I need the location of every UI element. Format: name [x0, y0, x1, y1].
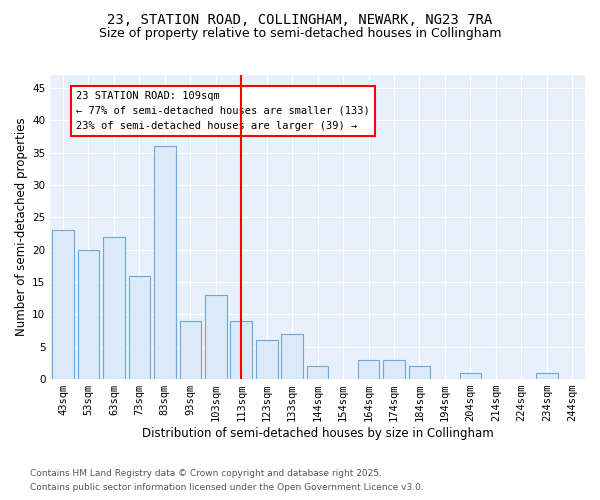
Bar	[383, 360, 405, 379]
Text: Contains public sector information licensed under the Open Government Licence v3: Contains public sector information licen…	[30, 484, 424, 492]
Bar	[409, 366, 430, 379]
Bar	[307, 366, 328, 379]
Bar	[230, 321, 252, 379]
Bar	[128, 276, 150, 379]
Bar	[281, 334, 303, 379]
Bar	[460, 372, 481, 379]
Bar	[179, 321, 201, 379]
X-axis label: Distribution of semi-detached houses by size in Collingham: Distribution of semi-detached houses by …	[142, 427, 494, 440]
Text: 23 STATION ROAD: 109sqm
← 77% of semi-detached houses are smaller (133)
23% of s: 23 STATION ROAD: 109sqm ← 77% of semi-de…	[76, 91, 370, 131]
Bar	[536, 372, 557, 379]
Text: Size of property relative to semi-detached houses in Collingham: Size of property relative to semi-detach…	[99, 28, 501, 40]
Bar	[358, 360, 379, 379]
Bar	[52, 230, 74, 379]
Bar	[77, 250, 99, 379]
Y-axis label: Number of semi-detached properties: Number of semi-detached properties	[15, 118, 28, 336]
Bar	[154, 146, 176, 379]
Bar	[205, 295, 227, 379]
Text: Contains HM Land Registry data © Crown copyright and database right 2025.: Contains HM Land Registry data © Crown c…	[30, 468, 382, 477]
Bar	[256, 340, 278, 379]
Bar	[103, 236, 125, 379]
Text: 23, STATION ROAD, COLLINGHAM, NEWARK, NG23 7RA: 23, STATION ROAD, COLLINGHAM, NEWARK, NG…	[107, 12, 493, 26]
